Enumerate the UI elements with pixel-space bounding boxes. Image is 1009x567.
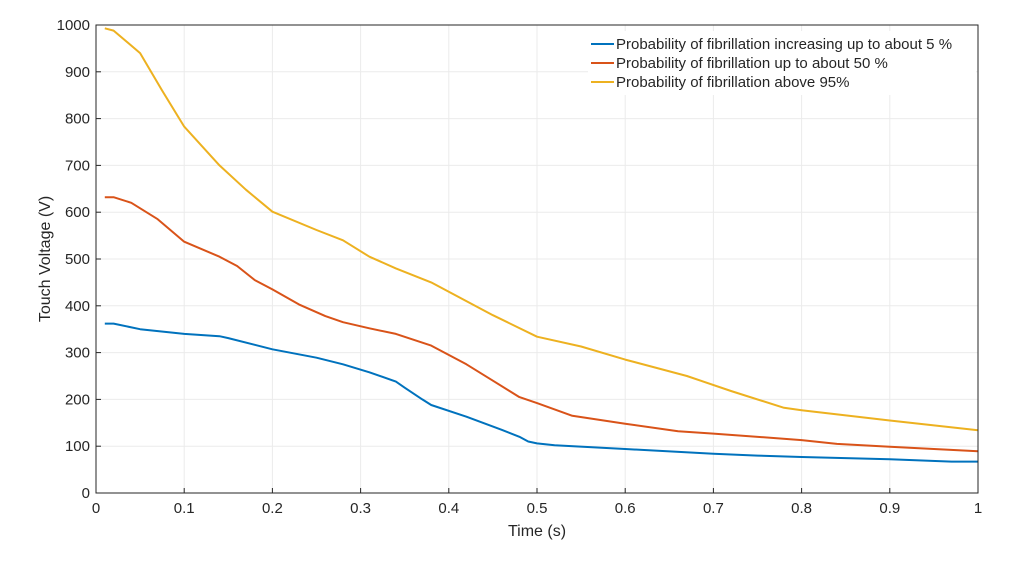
x-tick-label: 0.1 bbox=[174, 500, 195, 517]
y-tick-label: 100 bbox=[65, 438, 90, 455]
x-tick-label: 0.9 bbox=[879, 500, 900, 517]
y-tick-label: 800 bbox=[65, 111, 90, 128]
y-axis-ticks: 0 100 200 300 400 500 600 700 800 900 1000 bbox=[57, 17, 101, 502]
y-tick-label: 300 bbox=[65, 345, 90, 362]
x-tick-label: 0.8 bbox=[791, 500, 812, 517]
series-line-1 bbox=[104, 322, 978, 463]
legend-label-2: Probability of fibrillation up to about … bbox=[616, 55, 888, 72]
legend-label-1: Probability of fibrillation increasing u… bbox=[616, 36, 952, 53]
x-tick-label: 0.6 bbox=[615, 500, 636, 517]
y-tick-label: 600 bbox=[65, 204, 90, 221]
x-tick-label: 0.7 bbox=[703, 500, 724, 517]
grid bbox=[95, 24, 979, 494]
legend-label-3: Probability of fibrillation above 95% bbox=[616, 74, 849, 91]
x-tick-label: 0.3 bbox=[350, 500, 371, 517]
series-line-3 bbox=[104, 27, 979, 432]
x-tick-label: 1 bbox=[974, 500, 982, 517]
y-tick-label: 500 bbox=[65, 251, 90, 268]
series-line-2 bbox=[104, 196, 979, 453]
y-tick-label: 0 bbox=[82, 485, 90, 502]
x-axis-label: Time (s) bbox=[508, 523, 566, 540]
x-axis-ticks: 0 0.1 0.2 0.3 0.4 0.5 0.6 0.7 0.8 0.9 1 bbox=[92, 488, 982, 517]
y-tick-label: 700 bbox=[65, 157, 90, 174]
x-tick-label: 0.2 bbox=[262, 500, 283, 517]
legend-box bbox=[588, 31, 976, 95]
y-tick-label: 1000 bbox=[57, 17, 90, 34]
x-tick-label: 0.4 bbox=[438, 500, 459, 517]
series-group bbox=[104, 27, 979, 463]
y-tick-label: 200 bbox=[65, 391, 90, 408]
y-tick-label: 900 bbox=[65, 64, 90, 81]
x-tick-label: 0 bbox=[92, 500, 100, 517]
y-tick-label: 400 bbox=[65, 298, 90, 315]
legend: Probability of fibrillation increasing u… bbox=[588, 31, 976, 95]
y-axis-label: Touch Voltage (V) bbox=[37, 196, 54, 322]
x-tick-label: 0.5 bbox=[527, 500, 548, 517]
